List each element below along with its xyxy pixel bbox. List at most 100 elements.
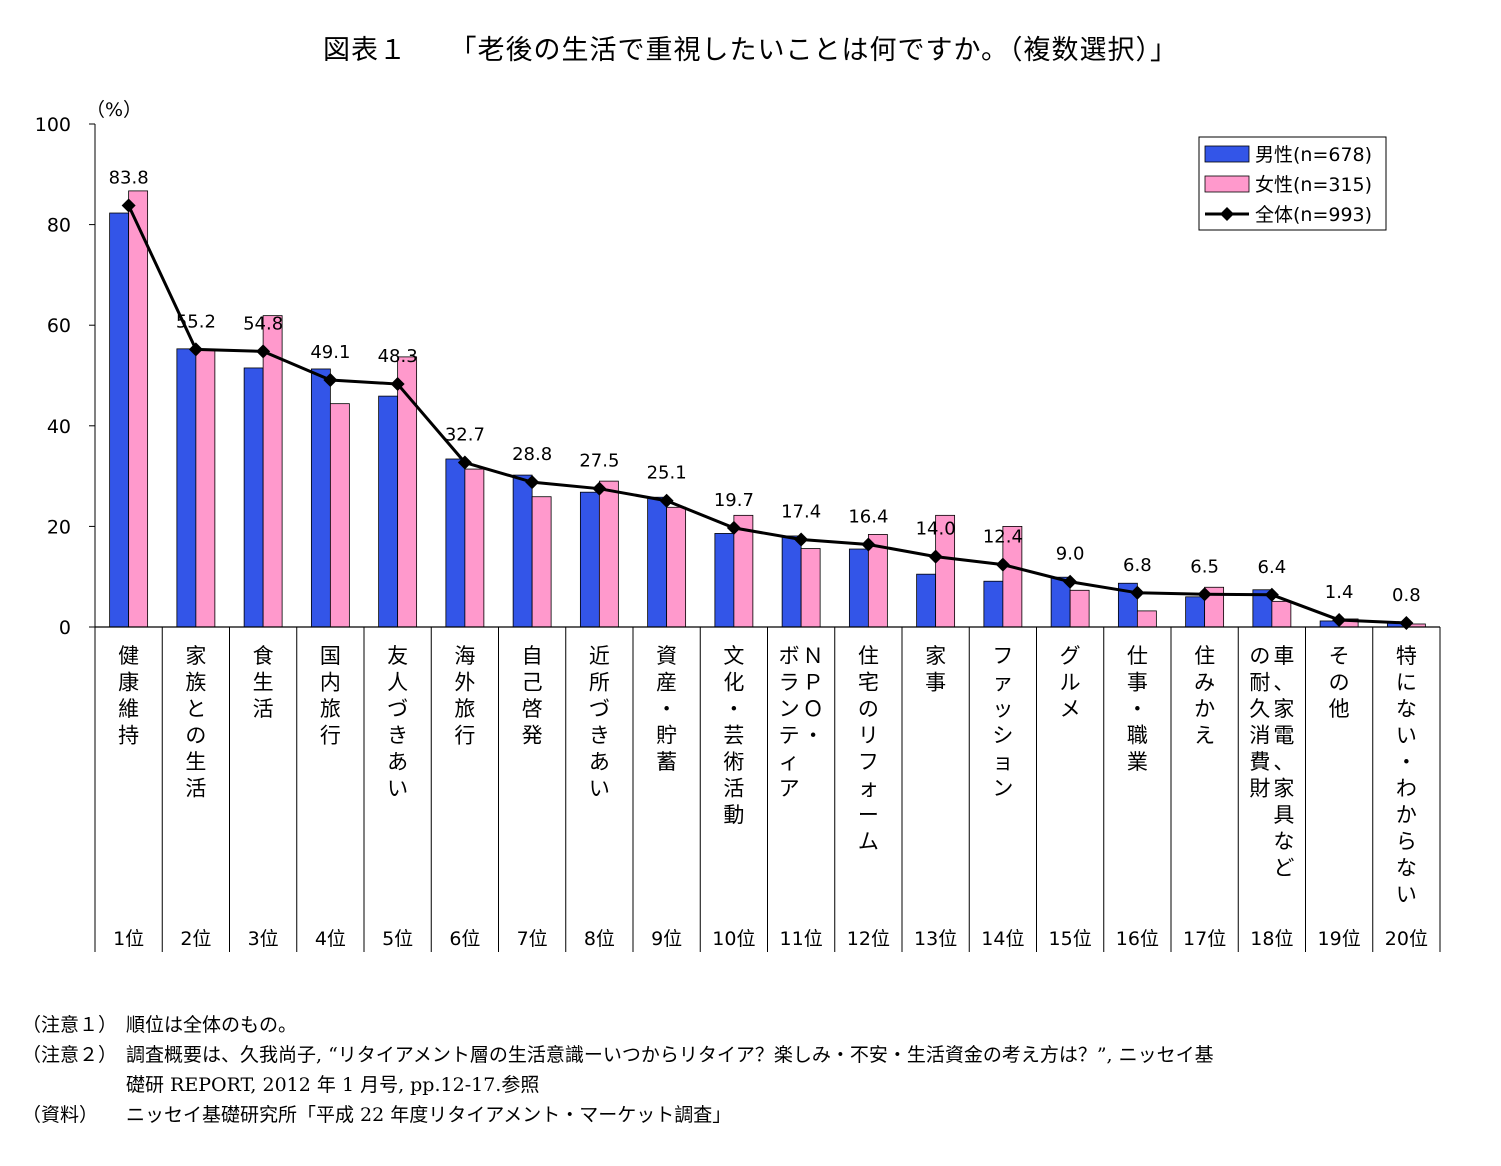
bar-male-1 [109, 212, 130, 628]
rank-label-9: 9位 [651, 928, 682, 950]
note-2: （注意２） 調査概要は、久我尚子, “リタイアメント層の生活意識ーいつからリタイ… [22, 1040, 1492, 1100]
bar-male-4 [310, 368, 331, 628]
category-label-5: 友人づきあい [387, 644, 408, 801]
rank-label-1: 1位 [113, 928, 144, 950]
marker-total-14 [995, 557, 1010, 572]
bar-female-15 [1069, 589, 1090, 628]
line-total [127, 204, 1407, 625]
data-label-total-20: 0.8 [1392, 585, 1421, 606]
rank-label-4: 4位 [315, 928, 346, 950]
marker-total-11 [794, 532, 809, 547]
category-label-19: その他 [1329, 644, 1350, 721]
category-label-1: 健康維持 [118, 644, 139, 748]
rank-label-12: 12位 [847, 928, 890, 950]
note-3-text: ニッセイ基礎研究所「平成 22 年度リタイアメント・マーケット調査」 [126, 1104, 732, 1126]
rank-label-19: 19位 [1318, 928, 1361, 950]
category-label-20: 特にない・わからない [1396, 644, 1417, 907]
note-2-text-line-2: 礎研 REPORT, 2012 年 1 月号, pp.12-17.参照 [126, 1074, 540, 1096]
marker-total-19 [1332, 612, 1347, 627]
rank-label-13: 13位 [914, 928, 957, 950]
marker-total-12 [861, 537, 876, 552]
data-label-total-3: 54.8 [243, 313, 283, 334]
y-tick-label-40: 40 [47, 416, 71, 438]
rank-label-20: 20位 [1385, 928, 1428, 950]
note-1-text: 順位は全体のもの。 [126, 1014, 298, 1036]
rank-label-8: 8位 [584, 928, 615, 950]
marker-total-7 [525, 475, 540, 490]
bar-female-16 [1136, 610, 1157, 628]
category-label-13: 家事 [925, 644, 946, 695]
category-label-15: グルメ [1060, 644, 1081, 721]
data-label-total-17: 6.5 [1190, 556, 1219, 577]
note-3-label: （資料） [22, 1104, 99, 1126]
category-label-12: 住宅のリフォーム [858, 644, 879, 854]
category-label-7: 自己啓発 [522, 644, 543, 748]
bar-female-9 [666, 506, 687, 628]
bar-male-10 [714, 533, 735, 628]
note-2-text-line-1: 調査概要は、久我尚子, “リタイアメント層の生活意識ーいつからリタイア？楽しみ・… [126, 1044, 1214, 1066]
rank-label-14: 14位 [981, 928, 1024, 950]
data-label-total-16: 6.8 [1123, 555, 1152, 576]
y-tick-label-20: 20 [47, 516, 71, 538]
rank-label-11: 11位 [780, 928, 823, 950]
data-label-total-15: 9.0 [1056, 544, 1085, 565]
bar-female-2 [195, 349, 216, 628]
data-label-total-1: 83.8 [109, 167, 149, 188]
data-label-total-10: 19.7 [714, 490, 754, 511]
data-label-total-2: 55.2 [176, 311, 216, 332]
rank-label-6: 6位 [449, 928, 480, 950]
chart: 0 20 40 60 80 100 （%） 83.8 55.2 54.8 49.1 48.3 32.7 2… [35, 99, 1441, 952]
bar-male-8 [579, 491, 600, 628]
bar-male-12 [848, 548, 869, 628]
marker-total-10 [726, 520, 741, 535]
legend-label-total: 全体(n=993) [1255, 204, 1372, 226]
category-label-11-col-1: ボランティア [779, 644, 800, 801]
chart-title: 図表１ 「老後の生活で重視したいことは何ですか。（複数選択）」 [323, 35, 1178, 66]
marker-total-15 [1063, 574, 1078, 589]
marker-total-13 [928, 549, 943, 564]
bar-male-7 [512, 474, 533, 628]
data-label-total-13: 14.0 [916, 519, 956, 540]
data-label-total-12: 16.4 [848, 507, 888, 528]
marker-total-5 [390, 377, 405, 392]
bar-male-5 [378, 395, 399, 628]
data-label-total-6: 32.7 [445, 425, 485, 446]
marker-total-4 [323, 373, 338, 388]
y-axis-unit: （%） [86, 99, 142, 121]
category-label-16: 仕事・職業 [1127, 644, 1148, 774]
bar-male-13 [916, 573, 937, 628]
data-label-total-8: 27.5 [579, 451, 619, 472]
y-tick-label-0: 0 [59, 617, 71, 639]
rank-label-17: 17位 [1183, 928, 1226, 950]
marker-total-18 [1264, 587, 1279, 602]
y-tick-label-60: 60 [47, 315, 71, 337]
marker-total-17 [1197, 587, 1212, 602]
bar-male-3 [243, 367, 264, 628]
data-label-total-9: 25.1 [647, 463, 687, 484]
bar-male-11 [781, 535, 802, 628]
rank-label-2: 2位 [180, 928, 211, 950]
bar-male-6 [445, 458, 466, 628]
data-label-total-7: 28.8 [512, 444, 552, 465]
legend-label-male: 男性(n=678) [1255, 144, 1372, 166]
rank-label-15: 15位 [1049, 928, 1092, 950]
category-label-11-col-2: ＮＰＯ・ [803, 644, 824, 748]
note-1-label: （注意１） [22, 1014, 118, 1036]
marker-total-1 [121, 198, 136, 213]
legend-swatch-female [1204, 175, 1250, 193]
data-label-total-18: 6.4 [1258, 557, 1287, 578]
legend-swatch-male [1204, 145, 1250, 163]
rank-label-5: 5位 [382, 928, 413, 950]
bar-female-3 [262, 315, 283, 628]
category-label-2: 家族との生活 [185, 644, 206, 801]
data-label-total-19: 1.4 [1325, 582, 1354, 603]
legend-marker-total [1220, 207, 1234, 221]
category-label-6: 海外旅行 [454, 644, 475, 748]
marker-total-20 [1399, 615, 1414, 630]
category-label-18-col-2: 車、家電、家具など [1273, 644, 1294, 880]
bar-female-4 [329, 403, 350, 628]
y-tick-label-80: 80 [47, 215, 71, 237]
note-1: （注意１） 順位は全体のもの。 [22, 1010, 1492, 1040]
bar-male-2 [176, 348, 197, 628]
bar-female-1 [128, 190, 149, 628]
